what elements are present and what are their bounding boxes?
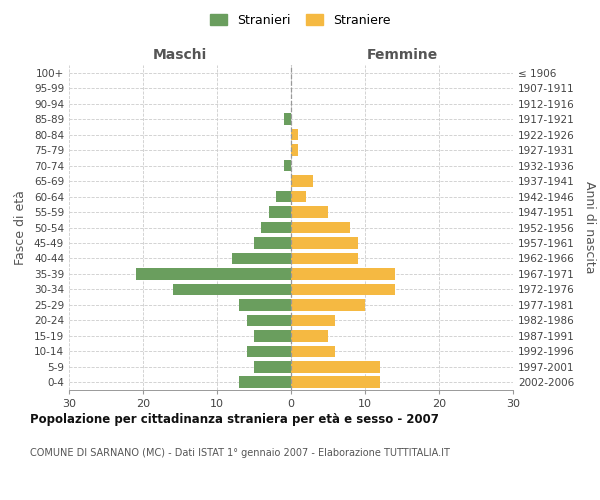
Bar — [291, 346, 335, 357]
Bar — [291, 206, 328, 218]
Bar — [291, 144, 298, 156]
Bar — [291, 268, 395, 280]
Bar — [247, 346, 291, 357]
Bar — [291, 190, 306, 202]
Text: COMUNE DI SARNANO (MC) - Dati ISTAT 1° gennaio 2007 - Elaborazione TUTTITALIA.IT: COMUNE DI SARNANO (MC) - Dati ISTAT 1° g… — [30, 448, 450, 458]
Bar — [291, 176, 313, 187]
Bar — [254, 330, 291, 342]
Y-axis label: Fasce di età: Fasce di età — [14, 190, 27, 265]
Bar — [136, 268, 291, 280]
Text: Popolazione per cittadinanza straniera per età e sesso - 2007: Popolazione per cittadinanza straniera p… — [30, 412, 439, 426]
Bar — [247, 314, 291, 326]
Legend: Stranieri, Straniere: Stranieri, Straniere — [205, 8, 395, 32]
Bar — [291, 129, 298, 140]
Bar — [232, 252, 291, 264]
Y-axis label: Anni di nascita: Anni di nascita — [583, 181, 596, 274]
Bar — [239, 376, 291, 388]
Bar — [291, 299, 365, 310]
Bar — [291, 376, 380, 388]
Bar — [239, 299, 291, 310]
Bar — [291, 314, 335, 326]
Bar — [262, 222, 291, 234]
Bar — [254, 237, 291, 249]
Bar — [173, 284, 291, 295]
Text: Femmine: Femmine — [367, 48, 437, 62]
Bar — [284, 114, 291, 125]
Bar — [269, 206, 291, 218]
Bar — [291, 330, 328, 342]
Bar — [254, 361, 291, 372]
Bar — [291, 237, 358, 249]
Bar — [291, 252, 358, 264]
Bar — [276, 190, 291, 202]
Bar — [291, 222, 350, 234]
Bar — [284, 160, 291, 172]
Bar — [291, 284, 395, 295]
Text: Maschi: Maschi — [153, 48, 207, 62]
Bar — [291, 361, 380, 372]
